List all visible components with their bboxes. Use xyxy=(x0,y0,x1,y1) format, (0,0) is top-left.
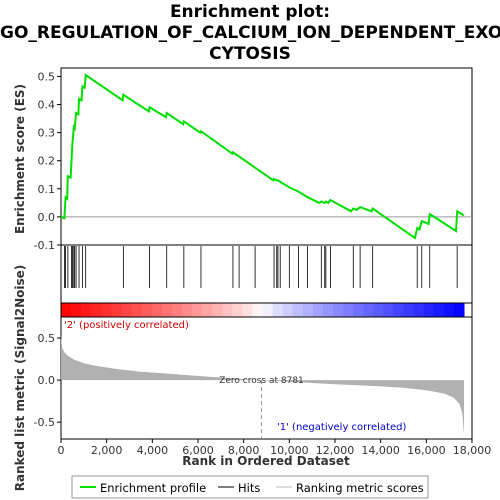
color-bar-segment xyxy=(282,303,294,317)
ranking-y-tick-label: -0.5 xyxy=(34,416,55,429)
color-bar-segment xyxy=(383,303,394,317)
color-bar-segment xyxy=(91,303,102,317)
color-bar-segment xyxy=(443,303,455,317)
color-bar-segment xyxy=(413,303,425,317)
color-bar-segment xyxy=(403,303,415,317)
color-bar-segment xyxy=(151,303,163,317)
x-tick-label: 8,000 xyxy=(228,444,260,457)
es-y-axis-label: Enrichment score (ES) xyxy=(13,84,27,234)
color-bar-segment xyxy=(343,303,354,317)
color-bar-segment xyxy=(453,303,465,317)
zero-cross-label: Zero cross at 8781 xyxy=(219,376,304,386)
x-tick-label: 2,000 xyxy=(91,444,123,457)
ranking-y-tick-label: 0.0 xyxy=(38,374,56,387)
legend-hits: Hits xyxy=(238,481,260,495)
es-y-tick-label: 0.2 xyxy=(38,155,56,168)
color-bar-segment xyxy=(101,303,112,317)
es-y-tick-label: 0.0 xyxy=(38,211,56,224)
ranking-y-axis: -0.5 0.0 0.5 xyxy=(34,332,61,429)
color-bar-segment xyxy=(252,303,264,317)
color-bar-segment xyxy=(81,303,92,317)
title-line-1: Enrichment plot: xyxy=(169,2,331,22)
es-y-tick-label: 0.1 xyxy=(38,183,56,196)
color-bar-segment xyxy=(222,303,233,317)
legend-box xyxy=(71,475,429,499)
x-tick-label: 6,000 xyxy=(182,444,214,457)
color-bar-segment xyxy=(373,303,384,317)
color-bar-segment xyxy=(363,303,374,317)
x-tick-label: 12,000 xyxy=(316,444,355,457)
color-bar-segment xyxy=(232,303,243,317)
x-axis: 0 2,000 4,000 6,000 8,000 10,000 12,000 14,000 1… xyxy=(58,439,492,457)
color-bar-segment xyxy=(71,303,82,317)
color-bar-segment xyxy=(262,303,274,317)
x-tick-label: 0 xyxy=(58,444,65,457)
positive-correlation-label: '2' (positively correlated) xyxy=(64,320,189,331)
color-bar-segment xyxy=(333,303,344,317)
title-line-3: CYTOSIS xyxy=(209,44,291,64)
color-bar-segment xyxy=(212,303,223,317)
chart-title: Enrichment plot: GO_REGULATION_OF_CALCIU… xyxy=(0,2,500,65)
x-tick-label: 4,000 xyxy=(137,444,169,457)
x-tick-label: 16,000 xyxy=(407,444,446,457)
es-y-tick-label: 0.3 xyxy=(38,127,56,140)
title-line-2: GO_REGULATION_OF_CALCIUM_ION_DEPENDENT_E… xyxy=(0,23,500,43)
color-bar-segment xyxy=(121,303,133,317)
color-bar-segment xyxy=(302,303,314,317)
ranking-metric-area xyxy=(61,333,464,435)
x-tick-label: 18,000 xyxy=(453,444,492,457)
color-bar-segment xyxy=(202,303,213,317)
hits-marks xyxy=(64,246,458,288)
ranking-y-axis-label: Ranked list metric (Signal2Noise) xyxy=(13,265,27,492)
rank-color-bar xyxy=(60,302,473,318)
es-y-tick-label: -0.1 xyxy=(34,239,55,252)
x-axis-label: Rank in Ordered Dataset xyxy=(182,454,350,468)
color-bar-segment xyxy=(61,303,72,317)
es-y-tick-label: 0.4 xyxy=(38,99,56,112)
es-panel-frame xyxy=(60,67,473,246)
color-bar-segment xyxy=(181,303,193,317)
color-bar-segment xyxy=(131,303,143,317)
es-y-tick-label: 0.5 xyxy=(38,70,56,83)
color-bar-segment xyxy=(272,303,284,317)
color-bar-segment xyxy=(141,303,153,317)
x-tick-label: 10,000 xyxy=(270,444,309,457)
color-bar-segment xyxy=(292,303,304,317)
legend-enrichment-profile: Enrichment profile xyxy=(100,481,206,495)
color-bar-segment xyxy=(353,303,364,317)
color-bar-segment xyxy=(423,303,435,317)
x-tick-label: 14,000 xyxy=(361,444,400,457)
ranking-y-tick-label: 0.5 xyxy=(38,332,56,345)
color-bar-segment xyxy=(393,303,405,317)
negative-correlation-label: '1' (negatively correlated) xyxy=(277,422,406,433)
color-bar-segment xyxy=(433,303,445,317)
legend-ranking-metric-scores: Ranking metric scores xyxy=(296,481,424,495)
enrichment-profile-line xyxy=(60,73,465,240)
color-bar-segment xyxy=(161,303,173,317)
es-y-axis: -0.1 0.0 0.1 0.2 0.3 0.4 0.5 xyxy=(34,70,61,252)
color-bar-segment xyxy=(242,303,253,317)
color-bar-segment xyxy=(312,303,324,317)
color-bar-segment xyxy=(111,303,122,317)
color-bar-segment xyxy=(171,303,183,317)
hits-panel-frame xyxy=(60,244,473,304)
color-bar-segment xyxy=(191,303,203,317)
color-bar-segment xyxy=(322,303,334,317)
